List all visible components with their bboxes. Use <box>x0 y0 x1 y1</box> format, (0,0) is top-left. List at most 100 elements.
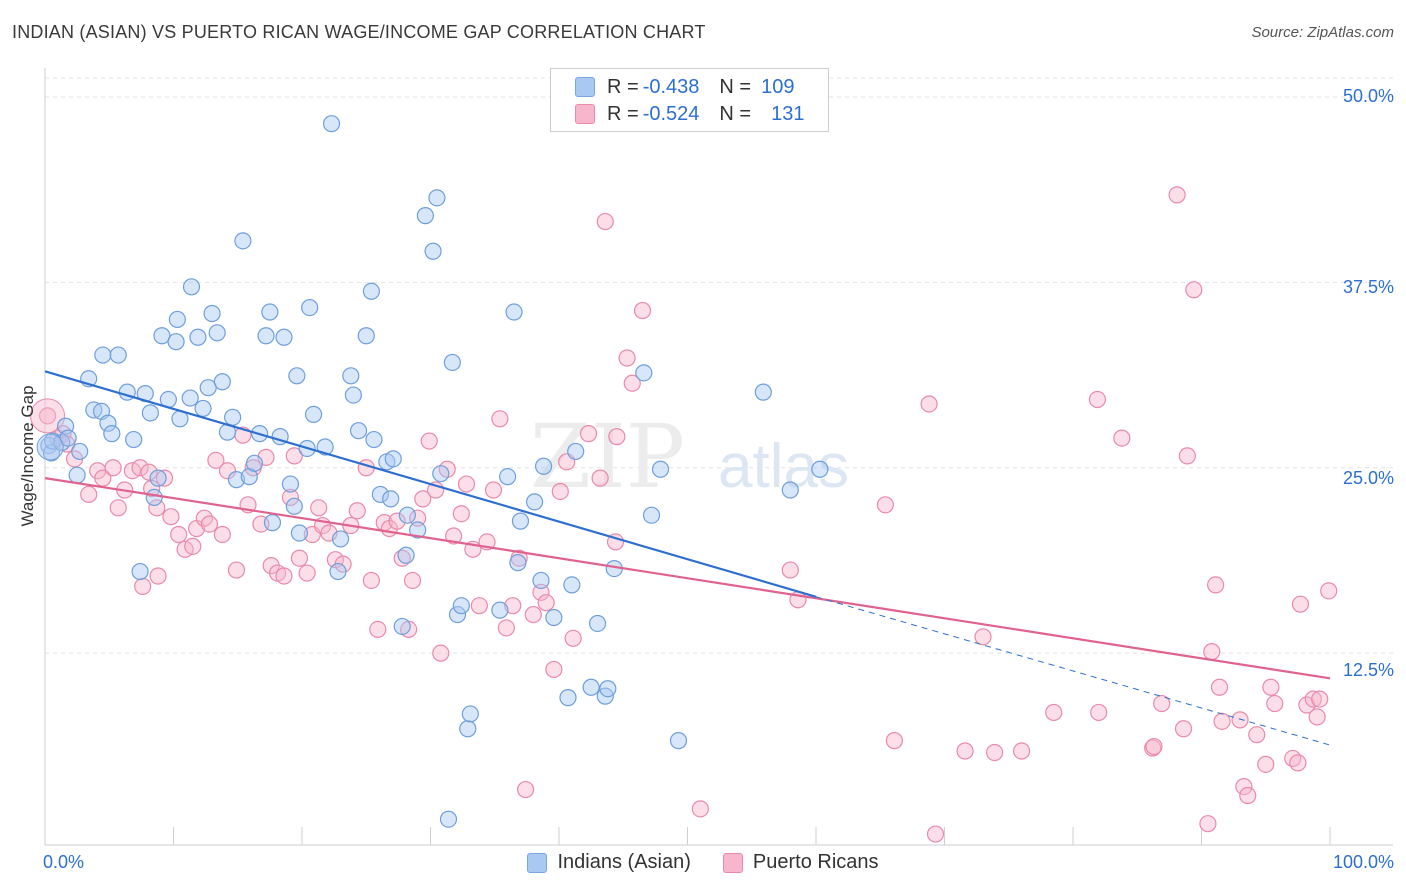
indians-trend-extension <box>815 596 1331 746</box>
indians-point <box>635 364 653 382</box>
puerto-ricans-point <box>445 527 463 545</box>
indians-point <box>781 481 799 499</box>
indians-point <box>642 506 661 524</box>
legend-item-indians[interactable]: Indians (Asian) <box>527 851 691 874</box>
puerto-ricans-point <box>1090 703 1108 722</box>
indians-point <box>257 327 275 345</box>
indians-point <box>103 425 121 443</box>
watermark-zip: ZIP <box>530 405 685 508</box>
indians-point <box>397 546 415 564</box>
puerto-ricans-point <box>926 825 945 843</box>
indians-point <box>288 367 306 385</box>
puerto-ricans-point <box>470 597 488 615</box>
puerto-ricans-point <box>876 496 894 514</box>
puerto-ricans-point <box>516 780 535 799</box>
indians-point <box>99 414 117 432</box>
indians-point <box>651 460 670 478</box>
indians-point <box>290 524 309 542</box>
indians-point <box>304 405 323 423</box>
puerto-ricans-point <box>1012 742 1031 760</box>
puerto-ricans-point <box>275 567 293 585</box>
indians-point <box>71 442 89 461</box>
indians-point <box>36 433 64 461</box>
puerto-ricans-point <box>1311 690 1329 708</box>
indians-point <box>145 488 163 507</box>
indians-point <box>534 457 553 475</box>
x-tick-100: 100.0% <box>1332 852 1394 872</box>
puerto-ricans-point <box>285 447 303 465</box>
puerto-ricans-point <box>1308 708 1326 726</box>
indians-point <box>448 605 467 624</box>
puerto-ricans-point <box>218 462 237 480</box>
puerto-ricans-point <box>1231 711 1249 729</box>
puerto-ricans-point <box>1199 815 1217 833</box>
puerto-ricans-point <box>1168 186 1186 204</box>
indians-point <box>416 207 434 225</box>
puerto-ricans-point <box>956 742 974 760</box>
indians-point <box>362 282 380 300</box>
legend-item-puerto-ricans[interactable]: Puerto Ricans <box>722 851 879 874</box>
indians-point <box>344 386 362 404</box>
indians-point <box>459 720 477 738</box>
puerto-ricans-point <box>591 469 609 487</box>
y-tick-37-5: 37.5% <box>1342 277 1394 297</box>
puerto-ricans-point <box>310 499 328 517</box>
puerto-ricans-point <box>532 583 550 601</box>
indians-point <box>208 324 226 342</box>
puerto-ricans-point <box>207 451 225 469</box>
indians-point <box>275 328 293 346</box>
puerto-ricans-point <box>140 463 158 481</box>
puerto-ricans-point <box>1045 703 1063 722</box>
puerto-ricans-point <box>1235 777 1253 796</box>
puerto-ricans-point <box>524 605 542 624</box>
n-value-indians: 109 <box>761 75 795 98</box>
grid-lines <box>45 77 1393 654</box>
stats-legend: R = -0.438 N = 109 R = -0.524 N = 131 <box>550 68 829 132</box>
puerto-ricans-point <box>564 629 582 647</box>
indians-point <box>357 327 375 345</box>
indians-point <box>349 422 368 440</box>
indians-point <box>509 554 527 572</box>
puerto-ricans-point <box>148 499 166 517</box>
legend-label-indians: Indians (Asian) <box>557 851 691 873</box>
puerto-ricans-point <box>131 459 149 477</box>
indians-point <box>563 576 581 594</box>
indians-point <box>234 232 252 250</box>
indians-point <box>281 475 300 493</box>
puerto-ricans-point <box>369 620 387 638</box>
indians-point <box>525 493 544 511</box>
chart-title: INDIAN (ASIAN) VS PUERTO RICAN WAGE/INCO… <box>12 22 706 42</box>
puerto-ricans-legend-swatch <box>722 852 743 873</box>
indians-point <box>331 530 350 548</box>
trend-lines <box>44 370 1331 746</box>
indians-point <box>424 242 442 260</box>
puerto-ricans-point <box>1291 595 1310 613</box>
puerto-ricans-point <box>1257 755 1275 773</box>
puerto-ricans-point <box>608 428 626 446</box>
indians-point <box>329 562 347 581</box>
indians-point <box>491 601 509 619</box>
puerto-ricans-point <box>184 537 202 555</box>
r-label: R = <box>607 102 639 125</box>
puerto-ricans-point <box>1145 737 1163 756</box>
puerto-ricans-point <box>281 488 300 507</box>
puerto-ricans-point <box>420 432 438 450</box>
indians-point <box>68 466 86 484</box>
indians-point <box>811 460 829 478</box>
indians-point <box>181 389 199 407</box>
indians-point <box>382 490 400 508</box>
puerto-ricans-point <box>579 425 598 443</box>
puerto-ricans-point <box>452 505 470 523</box>
indians-trend-line <box>44 370 817 598</box>
indians-point <box>131 562 149 581</box>
puerto-ricans-point <box>104 459 122 477</box>
series-legend: Indians (Asian) Puerto Ricans <box>0 851 1406 874</box>
r-label: R = <box>607 75 639 98</box>
indians-point <box>371 485 389 504</box>
y-axis-label: Wage/Income Gap <box>18 385 37 527</box>
puerto-ricans-point <box>227 561 246 579</box>
indians-point <box>669 732 688 750</box>
puerto-ricans-point <box>1239 786 1257 805</box>
puerto-ricans-point <box>298 564 316 582</box>
indians-points <box>36 115 829 828</box>
